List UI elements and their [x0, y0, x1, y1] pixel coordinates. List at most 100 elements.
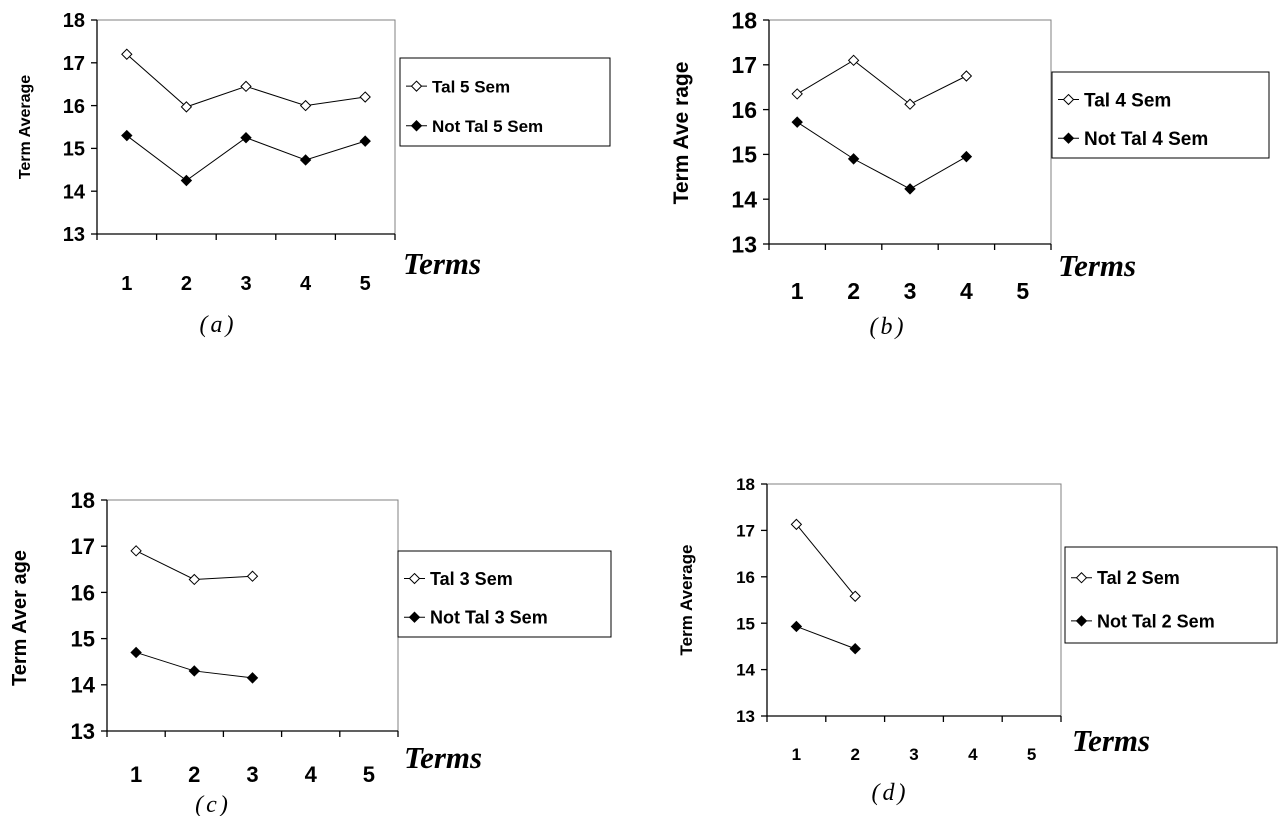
x-tick-label: 3: [904, 278, 917, 304]
chart-caption: (d): [872, 780, 909, 806]
y-tick-label: 13: [71, 719, 95, 744]
y-axis-label: Term Average: [677, 545, 696, 656]
legend-label: Tal 3 Sem: [430, 569, 513, 589]
x-tick-label: 2: [181, 273, 192, 295]
legend-box: [1064, 546, 1278, 644]
chart-caption: (a): [200, 312, 237, 338]
legend-label: Tal 2 Sem: [1097, 568, 1180, 588]
x-axis-label: Terms: [1058, 248, 1136, 283]
y-tick-label: 18: [736, 475, 755, 494]
data-point: [791, 116, 803, 128]
legend-marker: [408, 611, 421, 623]
legend-label: Tal 4 Sem: [1084, 90, 1171, 111]
y-tick-label: 16: [63, 96, 85, 118]
data-point: [180, 101, 193, 113]
y-tick-label: 14: [71, 673, 96, 698]
chart-caption: (c): [195, 792, 231, 816]
data-point: [849, 643, 861, 655]
x-tick-label: 5: [1016, 278, 1029, 304]
x-tick-label: 1: [791, 278, 804, 304]
y-axis-label: Term Ave rage: [670, 62, 693, 205]
legend-marker: [1062, 132, 1075, 144]
y-tick-label: 17: [736, 522, 755, 541]
x-tick-label: 2: [850, 745, 859, 764]
x-axis-label: Terms: [404, 740, 482, 775]
legend: Tal 5 Sem Not Tal 5 Sem: [399, 57, 611, 147]
x-tick-label: 1: [130, 762, 142, 787]
chart-caption: (b): [870, 314, 907, 340]
data-point: [359, 91, 371, 103]
x-tick-label: 2: [188, 762, 200, 787]
data-point: [847, 54, 860, 67]
data-point: [359, 135, 371, 147]
y-tick-label: 15: [71, 627, 95, 652]
legend: Tal 3 Sem Not Tal 3 Sem: [397, 550, 612, 638]
plot-area: [768, 19, 1052, 245]
y-tick-label: 15: [63, 139, 85, 161]
x-tick-label: 4: [300, 273, 312, 295]
legend-box: [1051, 71, 1270, 159]
y-tick-label: 16: [731, 97, 757, 123]
data-point: [849, 590, 861, 602]
series-line: [796, 59, 967, 105]
y-axis-label: Term Average: [17, 75, 34, 179]
chart-4: 13 14 15 16 17 18 1 2 3 4 5 Term Average Terms (d) Tal…: [677, 475, 1278, 806]
data-point: [188, 665, 201, 677]
legend-label: Not Tal 2 Sem: [1097, 611, 1215, 631]
x-tick-label: 1: [121, 273, 132, 295]
y-axis-label: Term Aver age: [9, 550, 31, 686]
y-tick-label: 13: [731, 231, 757, 257]
legend-label: Tal 5 Sem: [432, 77, 510, 96]
series-line: [126, 53, 366, 108]
legend-marker: [408, 572, 421, 585]
legend-marker: [410, 120, 423, 132]
y-tick-label: 17: [63, 53, 85, 75]
data-point: [790, 620, 803, 633]
x-tick-label: 1: [792, 745, 801, 764]
data-point: [121, 129, 133, 142]
series-line: [796, 121, 967, 190]
chart-1: 13 14 15 16 17 18 1 2 3 4 5 Term Average Terms (a) Tal…: [17, 10, 611, 338]
series-line: [796, 625, 856, 650]
x-tick-label: 3: [240, 273, 251, 295]
data-point: [240, 131, 252, 144]
y-tick-label: 16: [736, 568, 755, 587]
y-tick-label: 18: [63, 10, 85, 32]
x-tick-label: 5: [363, 762, 375, 787]
legend-marker: [1075, 572, 1088, 584]
chart-3: 13 14 15 16 17 18 1 2 3 4 5 Term Aver age Terms (c) Ta…: [9, 488, 612, 816]
x-tick-label: 4: [305, 762, 318, 787]
y-tick-label: 15: [731, 142, 757, 168]
y-tick-label: 18: [731, 7, 757, 33]
x-tick-label: 3: [909, 745, 918, 764]
y-tick-label: 13: [736, 707, 755, 726]
chart-2: 13 14 15 16 17 18 1 2 3 4 5 Term Ave rage Terms (b) Ta…: [670, 7, 1270, 340]
y-tick-label: 17: [71, 534, 95, 559]
x-tick-label: 5: [360, 273, 371, 295]
legend-marker: [1075, 615, 1088, 627]
data-point: [791, 88, 803, 100]
x-tick-label: 4: [968, 745, 978, 764]
legend-label: Not Tal 3 Sem: [430, 608, 548, 628]
data-point: [790, 518, 803, 531]
legend-label: Not Tal 4 Sem: [1084, 129, 1208, 150]
y-tick-label: 16: [71, 580, 95, 605]
data-point: [299, 99, 312, 112]
x-tick-label: 2: [847, 278, 860, 304]
legend-marker: [1062, 93, 1075, 106]
x-axis-label: Terms: [403, 246, 481, 281]
y-tick-label: 13: [63, 224, 85, 246]
x-tick-label: 4: [960, 278, 973, 304]
x-tick-label: 5: [1027, 745, 1036, 764]
legend-marker: [410, 80, 423, 92]
y-tick-label: 15: [736, 614, 755, 633]
y-tick-label: 14: [736, 661, 755, 680]
data-point: [246, 672, 259, 684]
data-point: [240, 80, 252, 93]
data-point: [130, 545, 142, 557]
data-point: [960, 150, 973, 163]
data-point: [246, 570, 259, 582]
x-tick-label: 3: [246, 762, 258, 787]
legend: Tal 4 Sem Not Tal 4 Sem: [1051, 71, 1270, 159]
